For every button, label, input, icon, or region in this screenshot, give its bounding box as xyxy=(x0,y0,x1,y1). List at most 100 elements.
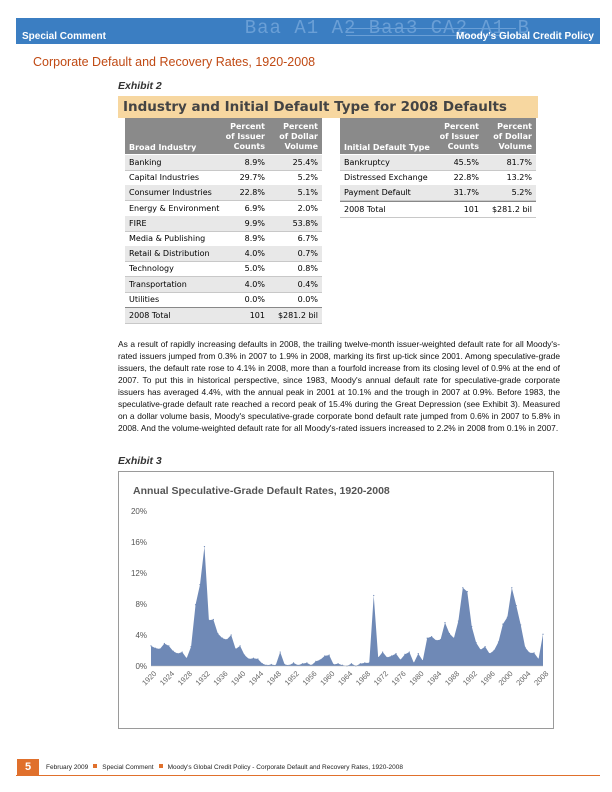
dollar-volume-pct: 25.4% xyxy=(292,158,318,167)
dollar-volume-pct: 81.7% xyxy=(506,158,532,167)
data-point xyxy=(230,634,232,636)
data-point xyxy=(217,632,219,635)
data-point xyxy=(337,663,339,665)
industry-row: Technology 5.0% 0.8% xyxy=(125,261,322,278)
data-point xyxy=(444,622,446,624)
footer-text: February 2009 Special Comment Moody's Glob… xyxy=(46,764,403,771)
data-point xyxy=(413,662,415,664)
data-point xyxy=(364,662,366,664)
row-label: 2008 Total xyxy=(344,204,386,214)
col-header-default-type: Initial Default Type xyxy=(344,143,430,152)
data-point xyxy=(350,663,353,665)
data-point xyxy=(493,649,495,652)
data-point xyxy=(506,616,508,618)
x-tick-label: 2004 xyxy=(514,669,532,687)
data-point xyxy=(292,662,295,664)
data-point xyxy=(390,655,393,657)
banner-decoration-text: Baa A1 A2 Baa3 CA2 A1 B xyxy=(244,18,530,39)
default-type-table: Initial Default Type Percent of Issuer C… xyxy=(340,118,536,218)
data-point xyxy=(181,651,183,653)
industry-row: Media & Publishing 8.9% 6.7% xyxy=(125,231,322,247)
row-label: FIRE xyxy=(129,218,147,228)
data-point xyxy=(475,642,477,644)
data-point xyxy=(520,624,522,626)
y-tick-label: 8% xyxy=(135,600,147,609)
x-tick-label: 1988 xyxy=(443,669,461,687)
row-label: Media & Publishing xyxy=(129,234,206,243)
footer-bullet-icon xyxy=(158,764,163,768)
col-header-dollar-1: Percent xyxy=(497,122,532,131)
issuer-count-pct: 9.9% xyxy=(244,218,265,228)
data-point xyxy=(310,664,312,666)
industry-row: Capital Industries 29.7% 5.2% xyxy=(125,170,322,187)
issuer-count-pct: 0.0% xyxy=(244,294,265,304)
issuer-count-pct: 4.0% xyxy=(244,279,265,289)
x-tick-label: 2000 xyxy=(497,669,515,687)
data-point xyxy=(399,659,402,661)
data-point xyxy=(301,663,304,665)
data-point xyxy=(186,657,188,659)
issuer-count-pct: 29.7% xyxy=(239,173,265,183)
data-point xyxy=(511,587,513,589)
data-point xyxy=(208,619,210,621)
data-point xyxy=(199,584,201,586)
issuer-count-pct: 31.7% xyxy=(453,188,479,198)
data-point xyxy=(221,637,223,639)
industry-table-header: Broad Industry Percent of Issuer Counts … xyxy=(125,118,322,154)
data-point xyxy=(395,653,397,655)
data-point xyxy=(404,653,406,655)
dollar-volume-pct: 5.2% xyxy=(297,173,318,183)
publication-label: Moody's Global Credit Policy xyxy=(456,31,594,42)
x-tick-label: 1924 xyxy=(158,669,176,687)
data-point xyxy=(457,620,459,622)
data-point xyxy=(150,645,152,647)
industry-row: Energy & Environment 6.9% 2.0% xyxy=(125,201,322,217)
data-point xyxy=(279,651,281,653)
data-point xyxy=(466,591,468,593)
data-point xyxy=(537,658,540,660)
col-header-issuer-2: of Issuer xyxy=(439,132,479,141)
data-point xyxy=(502,623,504,625)
data-point xyxy=(386,656,388,659)
exhibit-3-label: Exhibit 3 xyxy=(118,455,162,467)
data-point xyxy=(177,653,179,655)
data-point xyxy=(328,654,330,656)
data-point xyxy=(315,660,317,662)
data-point xyxy=(431,635,433,638)
y-tick-label: 4% xyxy=(135,631,147,640)
industry-row: FIRE 9.9% 53.8% xyxy=(125,215,322,232)
issuer-count-pct: 8.9% xyxy=(244,234,265,243)
issuer-count-pct: 6.9% xyxy=(244,203,265,213)
issuer-count-pct: 4.0% xyxy=(244,249,265,259)
row-label: Bankruptcy xyxy=(344,158,390,167)
data-point xyxy=(524,646,526,648)
header-banner: Baa A1 A2 Baa3 CA2 A1 B Special Comment … xyxy=(16,18,600,44)
data-point xyxy=(306,662,308,664)
data-point xyxy=(319,659,321,661)
footer-bullet-icon xyxy=(93,764,98,768)
data-point xyxy=(542,633,544,635)
col-header-issuer-1: Percent xyxy=(230,122,265,131)
x-tick-label: 1948 xyxy=(265,669,283,687)
data-point xyxy=(435,639,437,642)
page-number: 5 xyxy=(17,759,39,775)
exhibit-2-title-bar: Industry and Initial Default Type for 20… xyxy=(118,96,538,118)
data-point xyxy=(439,639,442,641)
x-tick-label: 1972 xyxy=(372,669,390,687)
data-point xyxy=(159,648,161,650)
data-point xyxy=(190,646,192,648)
data-point xyxy=(515,604,517,607)
data-point xyxy=(333,663,335,666)
data-point xyxy=(488,653,491,655)
col-header-dollar-2: of Dollar xyxy=(493,132,532,141)
data-point xyxy=(426,637,428,639)
row-label: Transportation xyxy=(129,279,187,289)
data-point xyxy=(252,657,255,659)
industry-row: Retail & Distribution 4.0% 0.7% xyxy=(125,246,322,263)
issuer-count-pct: 45.5% xyxy=(453,158,479,167)
footer-rule xyxy=(16,775,600,776)
x-tick-label: 1928 xyxy=(176,669,194,687)
data-point xyxy=(533,652,535,654)
data-point xyxy=(408,651,410,653)
data-point xyxy=(297,664,299,666)
